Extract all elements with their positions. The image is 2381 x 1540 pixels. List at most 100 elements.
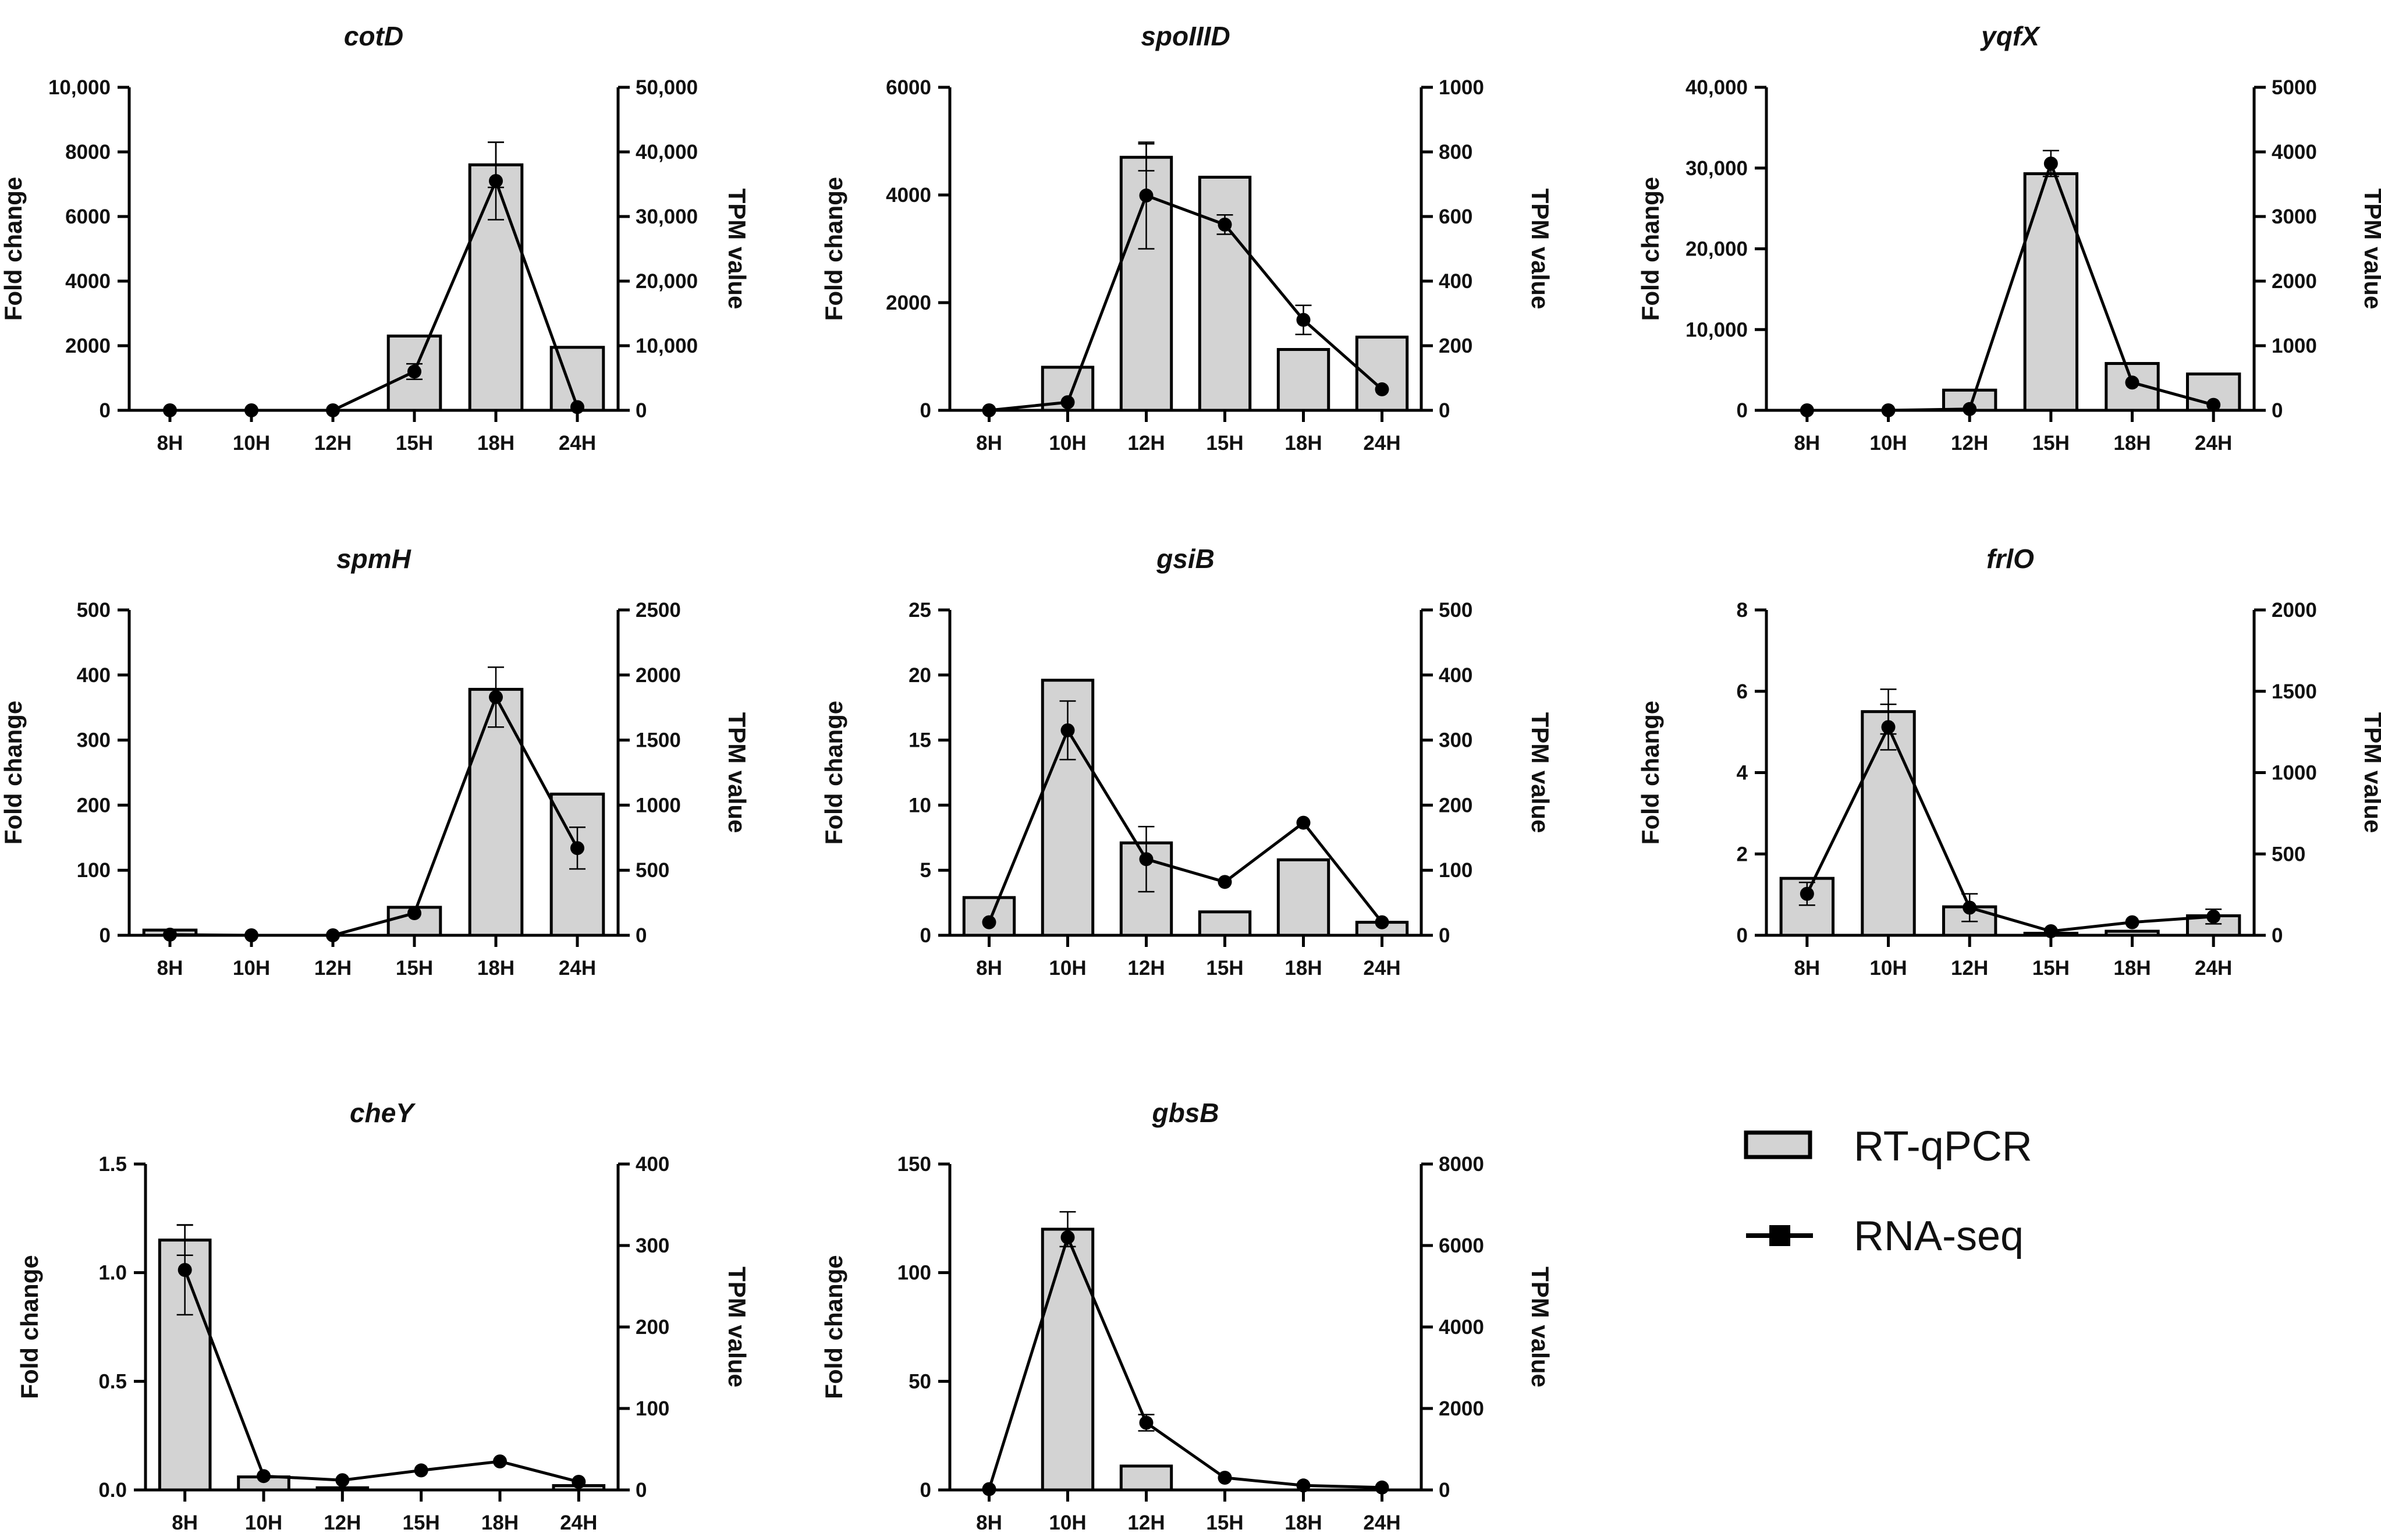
legend-bar-swatch [1744, 1130, 1812, 1159]
rna-seq-point-18H [489, 173, 503, 188]
x-tick-label: 12H [1127, 432, 1165, 455]
x-tick-label: 18H [1284, 1511, 1322, 1534]
y2-axis-title: TPM value [1527, 189, 1554, 310]
x-tick-label: 8H [976, 957, 1002, 980]
left-tick-label: 15 [909, 729, 931, 752]
rna-seq-point-24H [2206, 398, 2221, 412]
left-tick-label: 400 [77, 664, 111, 687]
right-tick-label: 0 [1439, 924, 1450, 947]
x-tick-label: 15H [403, 1511, 440, 1534]
x-tick-label: 8H [976, 1511, 1002, 1534]
left-tick-label: 40,000 [1685, 76, 1748, 99]
x-tick-label: 15H [1206, 1511, 1243, 1534]
chart-spmH: spmH 0 100 200 300 400 500 0 500 1000 1500 2000 2500… [0, 544, 751, 980]
rna-seq-point-15H [2043, 156, 2058, 171]
rna-seq-point-18H [489, 690, 503, 704]
x-tick-label: 10H [1049, 957, 1086, 980]
left-tick-label: 25 [909, 599, 931, 622]
left-tick-label: 0 [920, 1479, 931, 1502]
bar-10H [1041, 1227, 1095, 1492]
chart-title: cotD [344, 21, 403, 51]
rna-seq-point-24H [2206, 909, 2221, 924]
y2-axis-title: TPM value [2359, 712, 2381, 833]
right-tick-label: 10,000 [636, 335, 698, 357]
left-tick-label: 6000 [65, 205, 111, 228]
right-tick-label: 2000 [2272, 270, 2317, 293]
right-tick-label: 8000 [1439, 1153, 1484, 1176]
rna-seq-point-12H [1139, 1415, 1154, 1430]
left-tick-label: 0 [1737, 924, 1748, 947]
rna-seq-point-10H [1881, 720, 1896, 734]
right-tick-label: 500 [2272, 843, 2305, 865]
x-tick-label: 24H [559, 432, 596, 455]
left-tick-label: 300 [77, 729, 111, 752]
rna-seq-point-12H [1963, 900, 1977, 915]
left-tick-label: 100 [77, 859, 111, 882]
left-tick-label: 1.0 [98, 1262, 127, 1284]
rna-seq-point-15H [407, 906, 421, 920]
rna-seq-point-18H [1296, 815, 1311, 830]
right-tick-label: 400 [636, 1153, 669, 1176]
x-tick-label: 12H [324, 1511, 361, 1534]
x-tick-label: 12H [1127, 1511, 1165, 1534]
x-tick-label: 18H [2113, 957, 2151, 980]
right-tick-label: 1500 [2272, 680, 2317, 703]
chart-title: gsiB [1156, 544, 1215, 574]
bar-15H [1198, 910, 1252, 937]
y2-axis-title: TPM value [723, 1266, 751, 1388]
right-tick-label: 1000 [1439, 76, 1484, 99]
left-tick-label: 10,000 [48, 76, 111, 99]
right-tick-label: 1500 [636, 729, 681, 752]
chart-frlO: frlO 0 2 4 6 8 0 500 1000 1500 2000 8H 10H 12H 15H 18H 2… [1637, 544, 2381, 980]
rna-seq-line [989, 193, 1383, 412]
x-tick-label: 15H [2032, 957, 2070, 980]
right-tick-label: 800 [1439, 141, 1472, 164]
right-tick-label: 400 [1439, 270, 1472, 293]
left-tick-label: 50 [909, 1370, 931, 1393]
x-tick-label: 10H [1049, 1511, 1086, 1534]
rna-seq-point-15H [1218, 1471, 1232, 1485]
right-tick-label: 200 [1439, 794, 1472, 817]
left-tick-label: 150 [897, 1153, 931, 1176]
x-tick-label: 12H [1951, 957, 1988, 980]
right-tick-label: 3000 [2272, 205, 2317, 228]
right-tick-label: 0 [1439, 1479, 1450, 1502]
left-tick-label: 5 [920, 859, 931, 882]
right-tick-label: 1000 [636, 794, 681, 817]
rna-seq-point-18H [1296, 313, 1311, 327]
right-tick-label: 400 [1439, 664, 1472, 687]
rna-seq-point-24H [1375, 915, 1389, 929]
bar-12H [1119, 1464, 1173, 1492]
y-axis-title: Fold change [820, 1255, 847, 1399]
y-axis-title: Fold change [820, 701, 847, 844]
chart-gsiB: gsiB 0 5 10 15 20 25 0 100 200 300 400 500 8H 10H 12H 15… [820, 544, 1554, 980]
chart-title: spmH [336, 544, 411, 574]
right-tick-label: 6000 [1439, 1234, 1484, 1257]
right-tick-label: 2500 [636, 599, 681, 622]
left-tick-label: 4 [1737, 762, 1748, 785]
y-axis-title: Fold change [820, 177, 847, 321]
x-tick-label: 12H [1951, 432, 1988, 455]
chart-yqfX: yqfX 0 10,000 20,000 30,000 40,000 0 1000 2000 30… [1637, 21, 2381, 455]
left-tick-label: 2000 [65, 335, 111, 357]
rna-seq-point-15H [407, 364, 421, 379]
x-tick-label: 24H [559, 957, 596, 980]
right-tick-label: 1000 [2272, 335, 2317, 357]
y-axis-title: Fold change [1637, 177, 1664, 321]
left-tick-label: 10,000 [1685, 318, 1748, 341]
rna-seq-point-24H [572, 1475, 586, 1489]
y-axis-title: Fold change [0, 701, 27, 844]
right-tick-label: 2000 [2272, 599, 2317, 622]
x-tick-label: 8H [1794, 432, 1820, 455]
right-tick-label: 0 [636, 399, 647, 422]
rna-seq-point-15H [1218, 217, 1232, 232]
left-tick-label: 0 [920, 924, 931, 947]
left-tick-label: 20 [909, 664, 931, 687]
rna-seq-point-8H [1800, 886, 1814, 901]
x-tick-label: 12H [314, 957, 352, 980]
right-tick-label: 40,000 [636, 141, 698, 164]
right-tick-label: 4000 [1439, 1316, 1484, 1339]
rna-seq-point-8H [178, 1263, 192, 1277]
y-axis-title: Fold change [1637, 701, 1664, 844]
right-tick-label: 0 [2272, 399, 2283, 422]
